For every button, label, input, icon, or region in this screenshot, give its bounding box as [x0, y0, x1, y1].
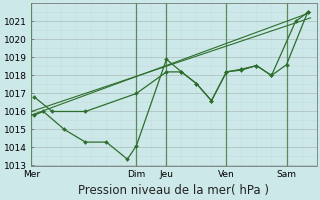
X-axis label: Pression niveau de la mer( hPa ): Pression niveau de la mer( hPa ) — [78, 184, 269, 197]
